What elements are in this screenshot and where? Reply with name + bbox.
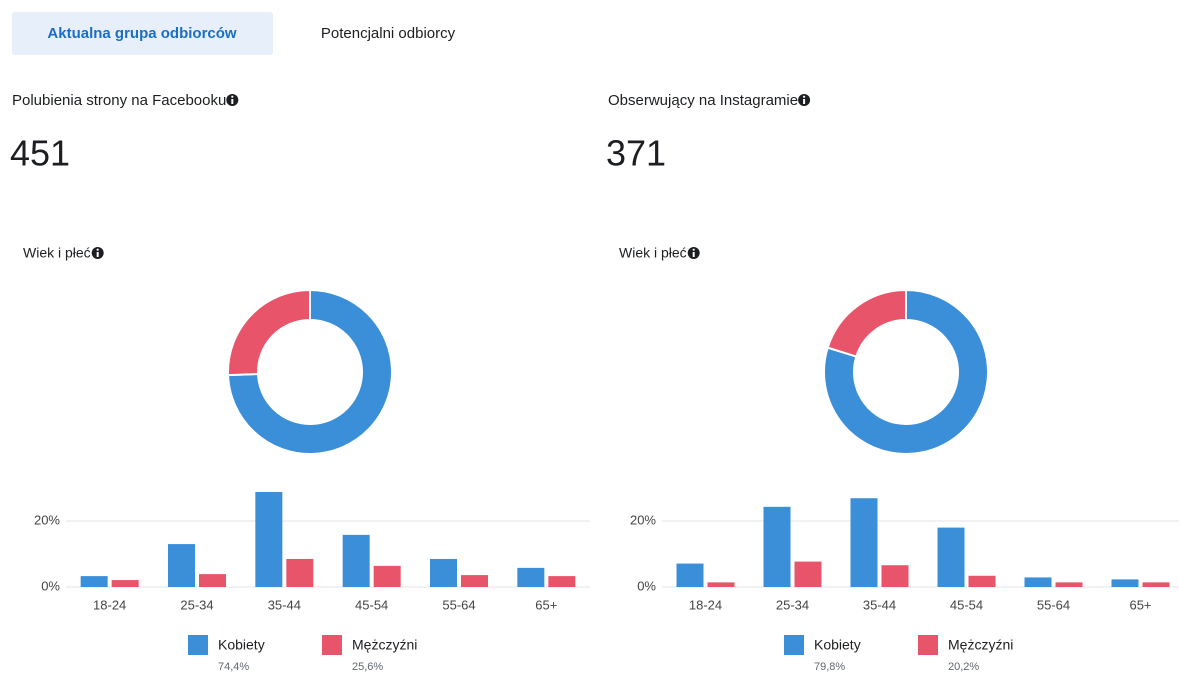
- legend-label: Kobiety: [814, 637, 861, 653]
- bar: [80, 576, 108, 587]
- x-tick-label: 25-34: [776, 597, 809, 612]
- y-tick-label: 20%: [630, 512, 656, 527]
- bar: [430, 558, 457, 587]
- info-icon-glyph: [231, 99, 234, 104]
- y-tick-label: 20%: [34, 512, 60, 527]
- info-icon-glyph: [231, 95, 234, 98]
- bar: [342, 534, 370, 587]
- bar: [517, 567, 545, 587]
- section-title: Wiek i płeć: [619, 245, 687, 261]
- x-tick-label: 18-24: [689, 597, 722, 612]
- metric-value: 451: [10, 133, 70, 174]
- donut-slice: [826, 288, 907, 358]
- bar: [676, 563, 704, 587]
- bar: [1142, 582, 1170, 587]
- bar: [850, 498, 878, 587]
- legend-swatch: [784, 635, 804, 655]
- donut-slice: [823, 288, 989, 455]
- info-icon-glyph: [803, 99, 806, 104]
- bar: [968, 575, 996, 587]
- legend-label: Kobiety: [218, 637, 265, 653]
- info-icon-glyph: [96, 248, 99, 251]
- x-tick-label: 65+: [1129, 597, 1151, 612]
- bar: [763, 506, 791, 587]
- bar: [707, 582, 735, 587]
- tab-label[interactable]: Potencjalni odbiorcy: [321, 25, 456, 42]
- y-tick-label: 0%: [637, 578, 656, 593]
- bar: [937, 527, 965, 587]
- bar: [255, 491, 283, 587]
- x-tick-label: 18-24: [93, 597, 126, 612]
- x-tick-label: 45-54: [355, 597, 388, 612]
- donut-slice: [227, 288, 311, 377]
- y-tick-label: 0%: [41, 578, 60, 593]
- legend-swatch: [188, 635, 208, 655]
- tab-label[interactable]: Aktualna grupa odbiorców: [47, 25, 237, 42]
- info-icon-glyph: [96, 252, 99, 257]
- metric-value: 371: [606, 133, 666, 174]
- bar: [1024, 577, 1052, 587]
- info-icon-glyph: [802, 95, 806, 98]
- x-tick-label: 55-64: [1037, 597, 1070, 612]
- info-icon-glyph: [692, 248, 695, 251]
- metric-label: Polubienia strony na Facebooku: [12, 92, 226, 109]
- bar: [286, 558, 314, 587]
- bar: [373, 565, 401, 587]
- x-tick-label: 35-44: [863, 597, 896, 612]
- legend-label: Mężczyźni: [352, 637, 417, 653]
- x-tick-label: 55-64: [442, 597, 475, 612]
- bar: [548, 576, 576, 587]
- legend-swatch: [322, 635, 342, 655]
- legend-share: 20,2%: [948, 661, 979, 673]
- legend-swatch: [918, 635, 938, 655]
- legend-label: Mężczyźni: [948, 637, 1013, 653]
- bar: [794, 561, 822, 587]
- metric-label: Obserwujący na Instagramie: [608, 92, 798, 109]
- bar: [461, 575, 488, 587]
- x-tick-label: 45-54: [950, 597, 983, 612]
- section-title: Wiek i płeć: [23, 245, 91, 261]
- bar: [881, 565, 909, 587]
- bar: [1111, 579, 1139, 587]
- legend-share: 25,6%: [352, 661, 383, 673]
- bar: [111, 580, 139, 587]
- bar: [168, 544, 195, 587]
- x-tick-label: 25-34: [180, 597, 213, 612]
- x-tick-label: 35-44: [268, 597, 301, 612]
- legend-share: 79,8%: [814, 661, 845, 673]
- active-tab[interactable]: [12, 12, 273, 55]
- legend-share: 74,4%: [218, 661, 249, 673]
- info-icon-glyph: [692, 252, 695, 257]
- bar: [1055, 582, 1083, 587]
- bar: [199, 574, 226, 587]
- donut-slice: [227, 288, 393, 455]
- x-tick-label: 65+: [535, 597, 557, 612]
